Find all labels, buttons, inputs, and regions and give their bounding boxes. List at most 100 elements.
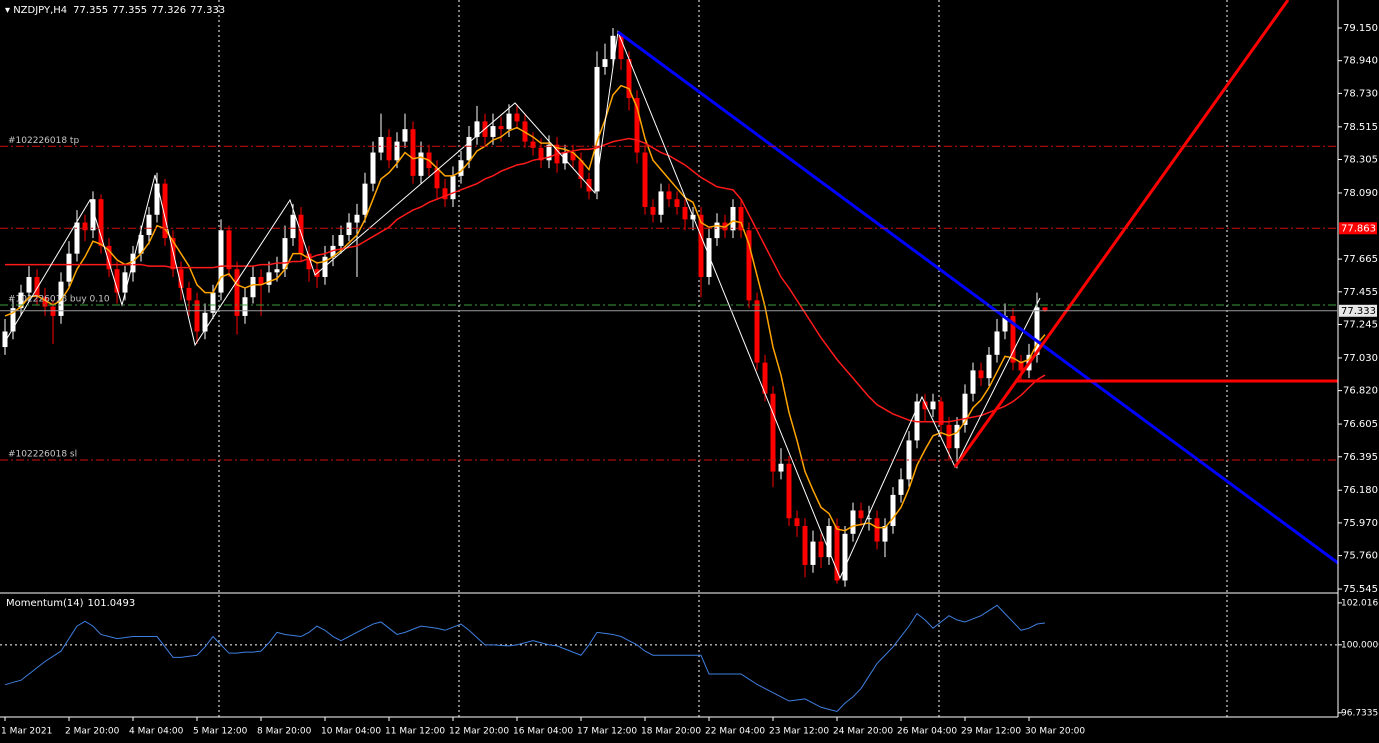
candle-body (82, 222, 88, 231)
candle-body (266, 272, 272, 285)
candle-body (218, 230, 224, 293)
order-label: #102226018 tp (8, 136, 79, 146)
y-tick-label: 102.0167 (1341, 598, 1379, 608)
y-tick-label: 78.090 (1343, 188, 1378, 199)
candle-body (498, 126, 504, 130)
candle-body (258, 277, 264, 285)
candle-body (226, 230, 232, 270)
candle-body (290, 214, 296, 239)
candle-body (1042, 307, 1048, 311)
candle-body (562, 152, 568, 164)
trend-line (617, 30, 1339, 565)
candle-body (674, 199, 680, 207)
candle-body (194, 300, 200, 332)
y-tick-label: 78.515 (1343, 122, 1378, 133)
x-tick-label: 29 Mar 12:00 (961, 727, 1021, 737)
candle-body (714, 222, 720, 239)
candle-body (858, 510, 864, 519)
candle-body (466, 136, 472, 161)
close: 77.333 (190, 5, 225, 16)
candle-body (922, 401, 928, 410)
candle-body (162, 183, 168, 239)
candle-body (242, 297, 248, 316)
symbol: NZDJPY,H4 (13, 5, 67, 16)
candle-body (986, 354, 992, 379)
candle-body (1010, 315, 1016, 363)
candle-body (530, 141, 536, 148)
candle-body (602, 59, 608, 67)
candle-body (274, 269, 280, 273)
candle-body (106, 245, 112, 270)
candle-body (338, 234, 344, 246)
candle-body (474, 121, 480, 137)
low: 77.326 (151, 5, 186, 16)
candle-body (546, 144, 552, 161)
candle-body (42, 297, 48, 307)
candle-body (378, 136, 384, 153)
y-tick-label: 76.395 (1343, 452, 1378, 463)
candle-body (178, 269, 184, 288)
y-tick-label: 75.970 (1343, 518, 1378, 529)
y-tick-label: 78.730 (1343, 88, 1378, 99)
header: ▾ NZDJPY,H4 77.355 77.355 77.326 77.333 (5, 5, 225, 16)
candle-body (10, 308, 16, 332)
candle-body (1002, 315, 1008, 332)
candle-body (66, 253, 72, 282)
zigzag (2, 30, 1041, 580)
candle-body (202, 312, 208, 332)
x-tick-label: 23 Mar 12:00 (769, 727, 829, 737)
candle-body (186, 287, 192, 301)
price-tag (1339, 222, 1377, 235)
candle-body (250, 277, 256, 298)
candle-body (898, 479, 904, 495)
candle-body (778, 463, 784, 472)
candle-body (154, 183, 160, 215)
candle-body (754, 300, 760, 363)
order-label: #102226018 buy 0.10 (8, 295, 110, 305)
price-tag-label: 77.863 (1341, 223, 1376, 234)
candle-body (514, 113, 520, 122)
moving-average (4, 84, 1046, 532)
candle-body (738, 206, 744, 231)
y-tick-label: 77.245 (1343, 319, 1378, 330)
candle-body (650, 206, 656, 215)
candle-body (538, 147, 544, 161)
y-tick-label: 77.455 (1343, 287, 1378, 298)
candle-body (586, 178, 592, 192)
candle-body (938, 401, 944, 425)
open: 77.355 (73, 5, 108, 16)
candle-body (890, 494, 896, 527)
candle-body (930, 401, 936, 410)
candle-body (114, 269, 120, 293)
x-tick-label: 18 Mar 20:00 (641, 727, 701, 737)
candle-body (234, 269, 240, 316)
y-tick-label: 76.820 (1343, 386, 1378, 397)
candle-body (970, 370, 976, 394)
candle-body (1034, 307, 1040, 355)
candle-body (666, 191, 672, 200)
candle-body (282, 238, 288, 270)
candle-body (58, 281, 64, 316)
candle-body (594, 66, 600, 192)
candle-body (746, 230, 752, 301)
candle-body (842, 533, 848, 581)
candle-body (362, 183, 368, 215)
candle-body (866, 518, 872, 520)
y-tick-label: 78.940 (1343, 56, 1378, 67)
candle-body (810, 541, 816, 565)
bid-tag (1339, 304, 1377, 317)
candle-body (402, 129, 408, 142)
x-tick-label: 17 Mar 12:00 (577, 727, 637, 737)
y-tick-label: 100.0000 (1341, 640, 1379, 650)
x-tick-label: 10 Mar 04:00 (321, 727, 381, 737)
x-tick-label: 5 Mar 12:00 (193, 727, 248, 737)
candle-body (1018, 362, 1024, 371)
candle-body (570, 152, 576, 161)
x-tick-label: 26 Mar 04:00 (897, 727, 957, 737)
candle-body (442, 188, 448, 200)
y-tick-label: 78.305 (1343, 155, 1378, 166)
candle-body (138, 234, 144, 254)
y-tick-label: 76.605 (1343, 419, 1378, 430)
